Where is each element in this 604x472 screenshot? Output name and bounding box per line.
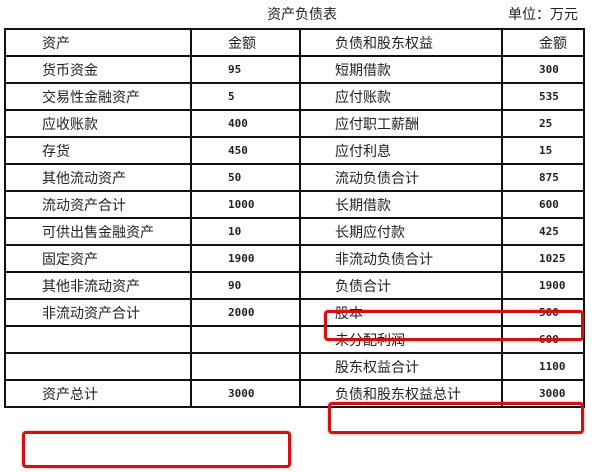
asset-amount xyxy=(190,352,301,381)
asset-name: 流动资产合计 xyxy=(4,190,192,219)
table-title: 资产负债表 xyxy=(267,7,337,23)
liability-name: 流动负债合计 xyxy=(299,163,503,192)
asset-amount: 1000 xyxy=(190,190,301,219)
asset-name: 其他流动资产 xyxy=(4,163,192,192)
asset-name: 资产总计 xyxy=(4,379,192,408)
table-row: 货币资金 95 短期借款 300 xyxy=(4,55,585,84)
liability-amount: 425 xyxy=(501,217,585,246)
asset-name: 可供出售金融资产 xyxy=(4,217,192,246)
liability-amount: 15 xyxy=(501,136,585,165)
liability-name: 应付利息 xyxy=(299,136,503,165)
asset-amount xyxy=(190,325,301,354)
liability-name: 负债合计 xyxy=(299,271,503,300)
asset-name: 固定资产 xyxy=(4,244,192,273)
liability-name: 股东权益合计 xyxy=(299,352,503,381)
liability-amount: 1025 xyxy=(501,244,585,273)
liability-amount: 535 xyxy=(501,82,585,111)
unit-label: 单位：万元 xyxy=(508,7,578,23)
highlight-total-liabilities xyxy=(324,310,584,341)
table-row: 其他流动资产 50 流动负债合计 875 xyxy=(4,163,585,192)
liability-amount: 300 xyxy=(501,55,585,84)
asset-name: 其他非流动资产 xyxy=(4,271,192,300)
asset-amount: 1900 xyxy=(190,244,301,273)
asset-amount: 450 xyxy=(190,136,301,165)
header-assets: 资产 xyxy=(4,28,192,57)
asset-name xyxy=(4,352,192,381)
asset-name: 非流动资产合计 xyxy=(4,298,192,327)
asset-amount: 5 xyxy=(190,82,301,111)
asset-name xyxy=(4,325,192,354)
table-row: 可供出售金融资产 10 长期应付款 425 xyxy=(4,217,585,246)
asset-amount: 3000 xyxy=(190,379,301,408)
asset-name: 交易性金融资产 xyxy=(4,82,192,111)
liability-name: 长期应付款 xyxy=(299,217,503,246)
header-liabilities-equity: 负债和股东权益 xyxy=(299,28,503,57)
balance-sheet-table: 资产 金额 负债和股东权益 金额 货币资金 95 短期借款 300 交易性金融资产 5 应付… xyxy=(4,28,585,408)
table-row: 股东权益合计 1100 xyxy=(4,352,585,381)
table-row: 应收账款 400 应付职工薪酬 25 xyxy=(4,109,585,138)
liability-amount: 25 xyxy=(501,109,585,138)
liability-amount: 600 xyxy=(501,190,585,219)
asset-amount: 2000 xyxy=(190,298,301,327)
header-amount: 金额 xyxy=(190,28,301,57)
liability-name: 非流动负债合计 xyxy=(299,244,503,273)
liability-name: 应付职工薪酬 xyxy=(299,109,503,138)
asset-name: 应收账款 xyxy=(4,109,192,138)
liability-amount: 1900 xyxy=(501,271,585,300)
liability-name: 应付账款 xyxy=(299,82,503,111)
header-row: 资产 金额 负债和股东权益 金额 xyxy=(4,28,585,57)
asset-name: 存货 xyxy=(4,136,192,165)
table-row: 流动资产合计 1000 长期借款 600 xyxy=(4,190,585,219)
asset-amount: 95 xyxy=(190,55,301,84)
asset-amount: 90 xyxy=(190,271,301,300)
highlight-total-assets xyxy=(22,431,291,468)
asset-amount: 10 xyxy=(190,217,301,246)
table-row: 存货 450 应付利息 15 xyxy=(4,136,585,165)
table-row: 交易性金融资产 5 应付账款 535 xyxy=(4,82,585,111)
header-amount: 金额 xyxy=(501,28,585,57)
table-row: 其他非流动资产 90 负债合计 1900 xyxy=(4,271,585,300)
highlight-total-equity xyxy=(328,402,584,434)
liability-name: 短期借款 xyxy=(299,55,503,84)
liability-amount: 1100 xyxy=(501,352,585,381)
asset-name: 货币资金 xyxy=(4,55,192,84)
asset-amount: 50 xyxy=(190,163,301,192)
liability-name: 长期借款 xyxy=(299,190,503,219)
liability-amount: 875 xyxy=(501,163,585,192)
table-row: 固定资产 1900 非流动负债合计 1025 xyxy=(4,244,585,273)
asset-amount: 400 xyxy=(190,109,301,138)
